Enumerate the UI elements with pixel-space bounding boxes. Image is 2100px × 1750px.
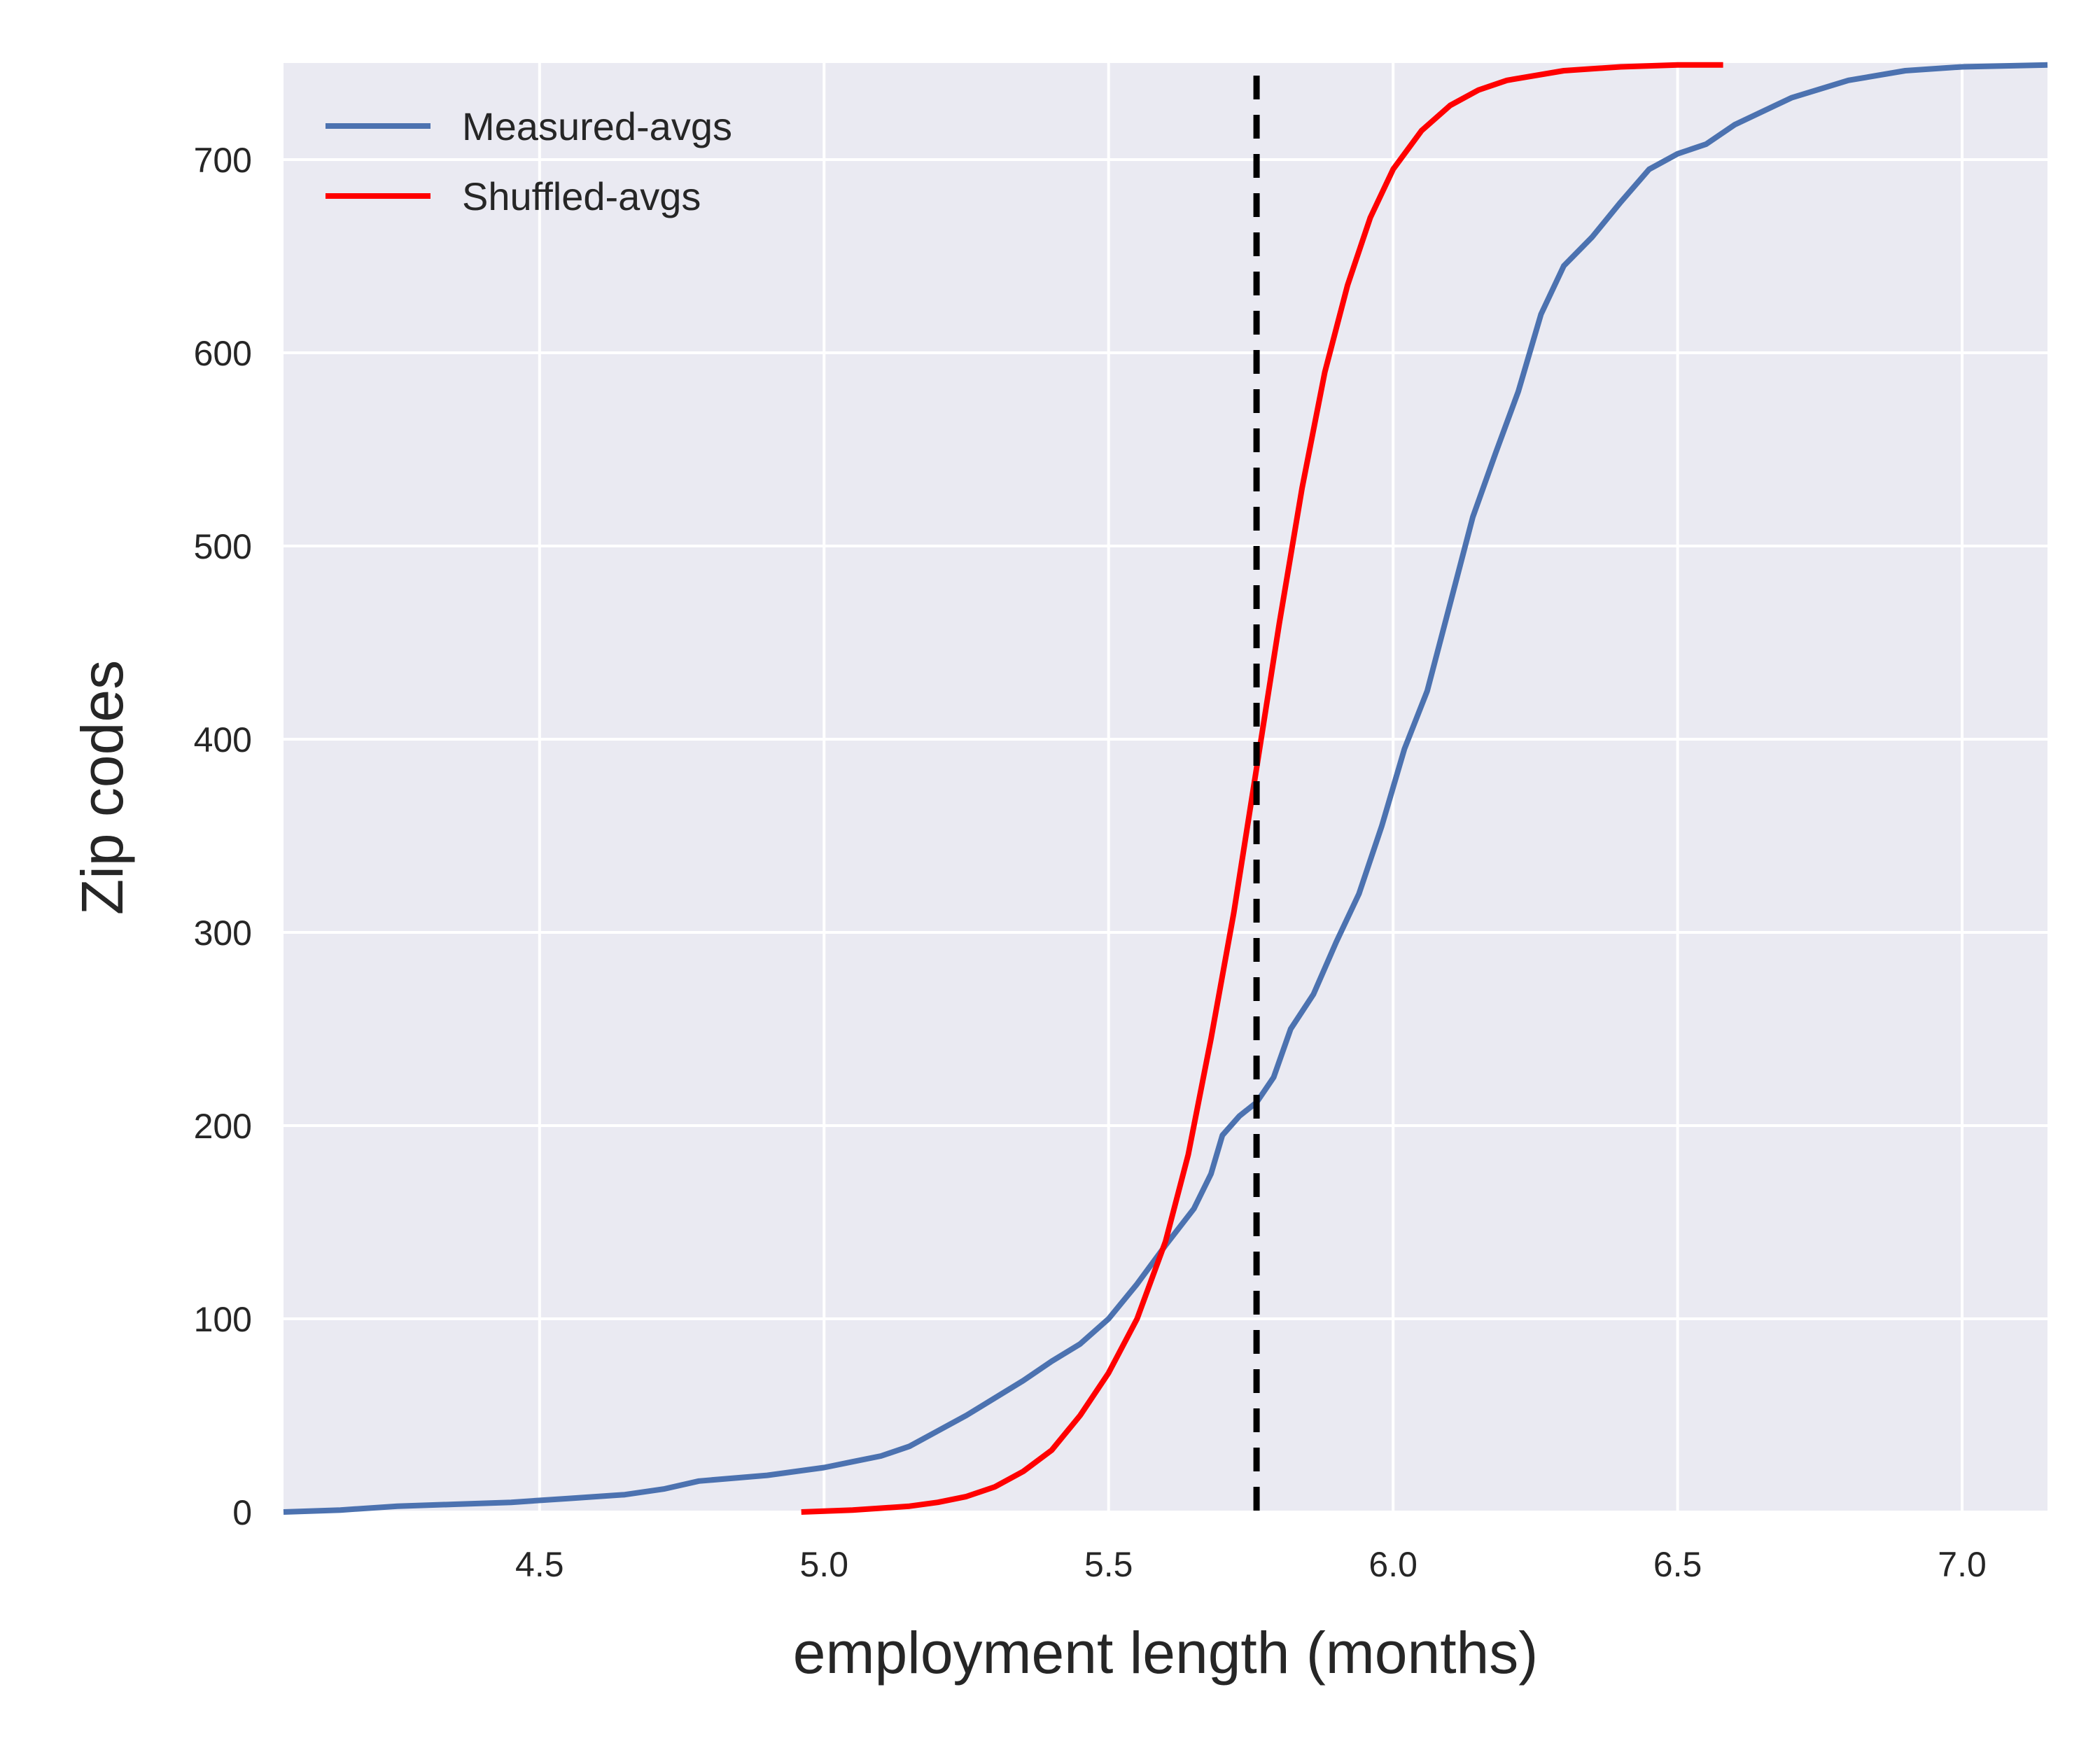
x-tick-label: 7.0 — [1938, 1545, 1987, 1584]
y-tick-label: 100 — [194, 1300, 252, 1339]
plot-background — [284, 63, 2047, 1512]
y-tick-label: 200 — [194, 1107, 252, 1146]
grid — [284, 63, 2047, 1513]
series-line-shuffled-avgs — [801, 62, 1723, 1515]
y-tick-label: 700 — [194, 141, 252, 180]
y-tick-label: 600 — [194, 334, 252, 373]
x-axis-label: employment length (months) — [793, 1620, 1538, 1686]
y-tick-label: 0 — [232, 1493, 252, 1532]
x-tick-label: 6.0 — [1368, 1545, 1418, 1584]
series-lines — [283, 62, 2048, 1515]
x-tick-label: 5.5 — [1084, 1545, 1133, 1584]
legend-label-shuffled-avgs: Shuffled-avgs — [462, 174, 701, 218]
series-line-measured-avgs — [283, 62, 2048, 1515]
x-tick-labels: 4.5 5.0 5.5 6.0 6.5 7.0 — [515, 1545, 1987, 1584]
y-tick-label: 400 — [194, 720, 252, 760]
x-tick-label: 6.5 — [1653, 1545, 1702, 1584]
x-tick-label: 4.5 — [515, 1545, 564, 1584]
y-tick-labels: 0 100 200 300 400 500 600 700 — [194, 141, 252, 1532]
y-axis-label: Zip codes — [69, 660, 135, 915]
y-tick-label: 300 — [194, 913, 252, 953]
x-tick-label: 5.0 — [800, 1545, 849, 1584]
legend-label-measured-avgs: Measured-avgs — [462, 104, 732, 148]
legend: Measured-avgs Shuffled-avgs — [326, 104, 732, 218]
y-tick-label: 500 — [194, 527, 252, 566]
